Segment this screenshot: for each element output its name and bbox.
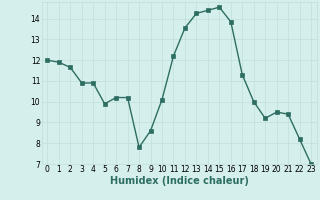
X-axis label: Humidex (Indice chaleur): Humidex (Indice chaleur) bbox=[110, 176, 249, 186]
